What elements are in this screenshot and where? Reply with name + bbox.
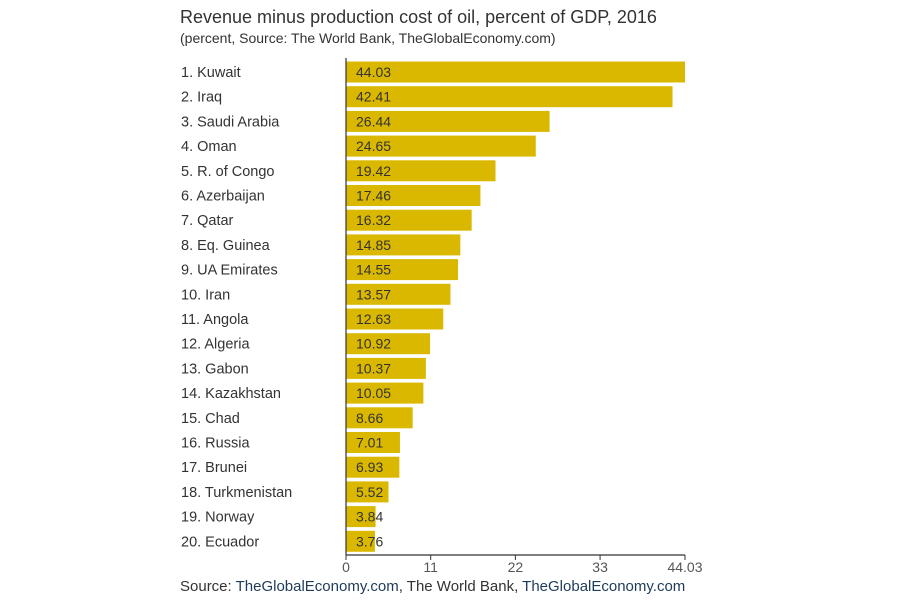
bar[interactable] bbox=[346, 456, 400, 478]
category-label: 8. Eq. Guinea bbox=[181, 238, 271, 254]
value-label: 10.05 bbox=[356, 385, 391, 401]
category-label: 12. Algeria bbox=[181, 337, 250, 353]
value-label: 8.66 bbox=[356, 410, 383, 426]
value-label: 44.03 bbox=[356, 64, 391, 80]
bar[interactable] bbox=[346, 209, 472, 231]
source-link-3[interactable]: TheGlobalEconomy.com bbox=[522, 578, 686, 595]
value-label: 19.42 bbox=[356, 163, 391, 179]
category-label: 4. Oman bbox=[181, 139, 237, 155]
value-label: 7.01 bbox=[356, 435, 383, 451]
chart-subtitle: (percent, Source: The World Bank, TheGlo… bbox=[180, 30, 556, 46]
source-text-2: The World Bank bbox=[406, 578, 515, 595]
category-label: 6. Azerbaijan bbox=[181, 189, 265, 205]
bar[interactable] bbox=[346, 61, 685, 83]
category-label: 3. Saudi Arabia bbox=[181, 114, 280, 130]
x-tick-label: 44.03 bbox=[667, 559, 702, 575]
value-label: 26.44 bbox=[356, 113, 391, 129]
bar[interactable] bbox=[346, 308, 444, 330]
bar[interactable] bbox=[346, 432, 400, 453]
value-label: 24.65 bbox=[356, 138, 391, 154]
value-label: 17.46 bbox=[356, 188, 391, 204]
bar[interactable] bbox=[346, 382, 424, 404]
source-separator-2: , bbox=[514, 578, 523, 595]
chart-title: Revenue minus production cost of oil, pe… bbox=[180, 7, 657, 27]
x-tick-label: 33 bbox=[592, 559, 608, 575]
category-label: 1. Kuwait bbox=[181, 65, 241, 81]
source-link-1[interactable]: TheGlobalEconomy.com bbox=[235, 578, 399, 595]
category-label: 19. Norway bbox=[181, 510, 255, 526]
value-label: 3.84 bbox=[356, 509, 383, 525]
category-label: 16. Russia bbox=[181, 436, 250, 452]
category-label: 11. Angola bbox=[181, 312, 249, 328]
value-label: 13.57 bbox=[356, 286, 391, 302]
bar[interactable] bbox=[346, 481, 389, 503]
bar[interactable] bbox=[346, 160, 496, 182]
bars-group: 1. Kuwait 44.03 2. Iraq 42.41 3. Saudi Arabi… bbox=[181, 61, 685, 552]
bar-chart: 1. Kuwait 44.03 2. Iraq 42.41 3. Saudi Arabi… bbox=[181, 58, 703, 575]
category-label: 2. Iraq bbox=[181, 90, 222, 106]
value-label: 14.55 bbox=[356, 262, 391, 278]
bar[interactable] bbox=[346, 407, 413, 429]
value-label: 3.76 bbox=[356, 533, 383, 549]
bar[interactable] bbox=[346, 506, 376, 528]
value-label: 5.52 bbox=[356, 484, 383, 500]
category-label: 9. UA Emirates bbox=[181, 263, 278, 279]
category-label: 14. Kazakhstan bbox=[181, 386, 281, 402]
bar[interactable] bbox=[346, 110, 550, 132]
bar[interactable] bbox=[346, 530, 375, 552]
value-label: 16.32 bbox=[356, 212, 391, 228]
bar[interactable] bbox=[346, 135, 536, 157]
value-label: 14.85 bbox=[356, 237, 391, 253]
category-label: 5. R. of Congo bbox=[181, 164, 275, 180]
bar[interactable] bbox=[346, 86, 673, 108]
category-label: 17. Brunei bbox=[181, 460, 247, 476]
value-label: 6.93 bbox=[356, 459, 383, 475]
category-label: 15. Chad bbox=[181, 411, 240, 427]
source-separator-1: , bbox=[398, 578, 407, 595]
bar[interactable] bbox=[346, 234, 461, 256]
bar[interactable] bbox=[346, 357, 426, 379]
category-label: 20. Ecuador bbox=[181, 534, 259, 550]
category-label: 13. Gabon bbox=[181, 361, 249, 377]
category-label: 7. Qatar bbox=[181, 213, 234, 229]
value-label: 10.92 bbox=[356, 336, 391, 352]
x-tick-label: 11 bbox=[423, 559, 438, 575]
axis-group: 0 11 22 33 44.03 bbox=[342, 58, 703, 575]
bar[interactable] bbox=[346, 185, 481, 206]
source-prefix: Source: bbox=[180, 578, 236, 595]
value-label: 10.37 bbox=[356, 360, 391, 376]
value-label: 42.41 bbox=[356, 89, 391, 105]
category-label: 18. Turkmenistan bbox=[181, 485, 292, 501]
chart-footer: Source: TheGlobalEconomy.com, The World … bbox=[180, 578, 685, 595]
category-label: 10. Iran bbox=[181, 287, 230, 303]
bar[interactable] bbox=[346, 259, 459, 281]
x-tick-label: 0 bbox=[342, 559, 350, 575]
bar[interactable] bbox=[346, 283, 451, 305]
value-label: 12.63 bbox=[356, 311, 391, 327]
x-tick-label: 22 bbox=[508, 559, 524, 575]
bar[interactable] bbox=[346, 333, 431, 355]
